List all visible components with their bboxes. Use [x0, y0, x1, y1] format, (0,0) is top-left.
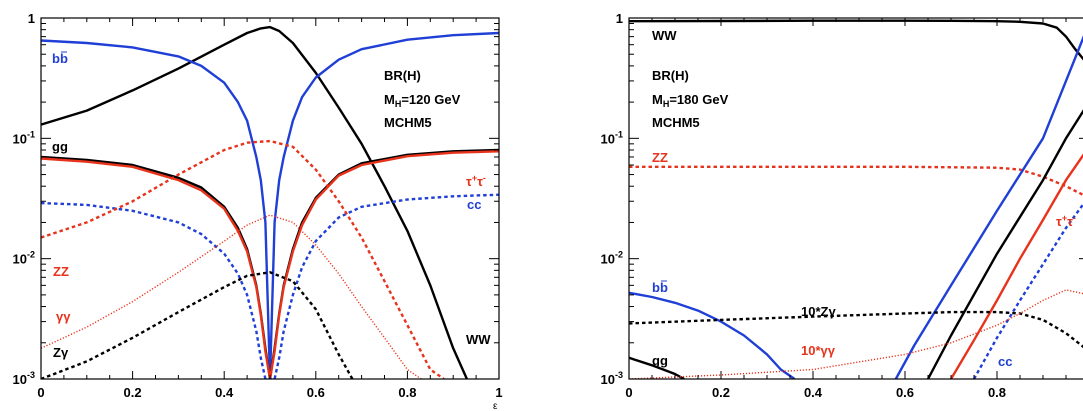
x-tick-label: 0 — [37, 385, 44, 400]
right-series-layer — [629, 21, 1083, 379]
right-label-ww: WW — [652, 28, 677, 43]
left-info-mass: MH=120 GeV — [384, 92, 461, 109]
y-tick-label: 10-2 — [601, 250, 623, 267]
left-x-axis-title: ε — [493, 401, 498, 411]
right-info-title: BR(H) — [652, 68, 689, 83]
series-line-ww — [629, 21, 1083, 66]
series-line-bb — [41, 33, 499, 379]
left-axis-ticks: 0 0.2 0.4 0.6 0.8 1 1 10-1 10-2 10-3 — [13, 11, 503, 400]
series-line-zz — [41, 141, 444, 379]
y-tick-label: 1 — [28, 11, 35, 26]
x-tick-label: 0.2 — [124, 385, 142, 400]
right-label-10zgam: 10*Zγ — [801, 304, 836, 319]
y-tick-label: 10-3 — [13, 370, 35, 387]
left-chart-panel: 0 0.2 0.4 0.6 0.8 1 1 10-1 10-2 10-3 BR(H) MH=120… — [13, 11, 503, 411]
left-label-zgam: Zγ — [53, 345, 69, 360]
left-label-cc: cc — [467, 197, 481, 212]
x-tick-label: 0.6 — [307, 385, 325, 400]
right-chart-panel: 0 0.2 0.4 0.6 0.8 1 10-1 10-2 10-3 BR(H) MH=180 … — [601, 11, 1083, 400]
x-tick-label: 1 — [495, 385, 502, 400]
x-tick-label: 0.4 — [804, 385, 823, 400]
right-info-model: MCHM5 — [652, 115, 700, 130]
left-label-gg: gg — [52, 139, 68, 154]
left-label-zz: ZZ — [53, 264, 69, 279]
x-tick-label: 0.8 — [398, 385, 416, 400]
y-tick-label: 10-1 — [601, 129, 623, 146]
right-plot-frame — [629, 18, 1083, 379]
left-label-gamgam: γγ — [56, 309, 71, 324]
series-line-s4 — [951, 147, 1083, 379]
y-tick-label: 10-3 — [601, 370, 623, 387]
left-label-ww: WW — [466, 332, 491, 347]
x-tick-label: 0.8 — [988, 385, 1006, 400]
x-tick-label: 0 — [625, 385, 632, 400]
series-line-z — [41, 272, 352, 379]
x-tick-label: 0.4 — [215, 385, 234, 400]
left-plot-frame — [41, 18, 499, 379]
left-series-layer — [41, 27, 499, 379]
right-label-10gamgam: 10*γγ — [801, 343, 836, 358]
right-label-zz: ZZ — [652, 150, 668, 165]
left-info-title: BR(H) — [384, 68, 421, 83]
series-line-10z — [629, 312, 1083, 351]
x-tick-label: 0.2 — [712, 385, 730, 400]
left-info-model: MCHM5 — [384, 115, 432, 130]
left-label-bb: bb — [52, 51, 68, 66]
x-tick-label: 0.6 — [896, 385, 914, 400]
y-tick-label: 1 — [616, 11, 623, 26]
series-line-10 — [629, 290, 1083, 379]
right-label-bb: bb — [652, 280, 668, 295]
y-tick-label: 10-1 — [13, 129, 35, 146]
y-tick-label: 10-2 — [13, 250, 35, 267]
right-label-cc: cc — [998, 354, 1012, 369]
right-label-gg: gg — [652, 353, 668, 368]
series-line-gg-seg1 — [928, 102, 1083, 379]
right-info-mass: MH=180 GeV — [652, 92, 729, 109]
left-label-tautau: τ+τ- — [466, 173, 486, 189]
